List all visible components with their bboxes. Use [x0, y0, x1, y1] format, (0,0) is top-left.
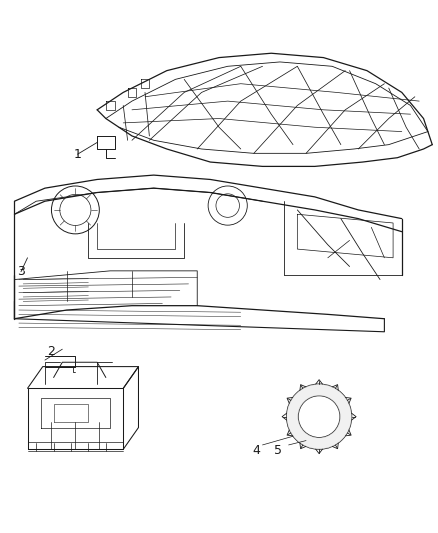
Text: 3: 3 — [17, 265, 25, 278]
Text: 4: 4 — [252, 443, 260, 457]
Text: 2: 2 — [47, 345, 55, 358]
Text: 1: 1 — [74, 148, 81, 161]
Text: 5: 5 — [274, 443, 282, 457]
